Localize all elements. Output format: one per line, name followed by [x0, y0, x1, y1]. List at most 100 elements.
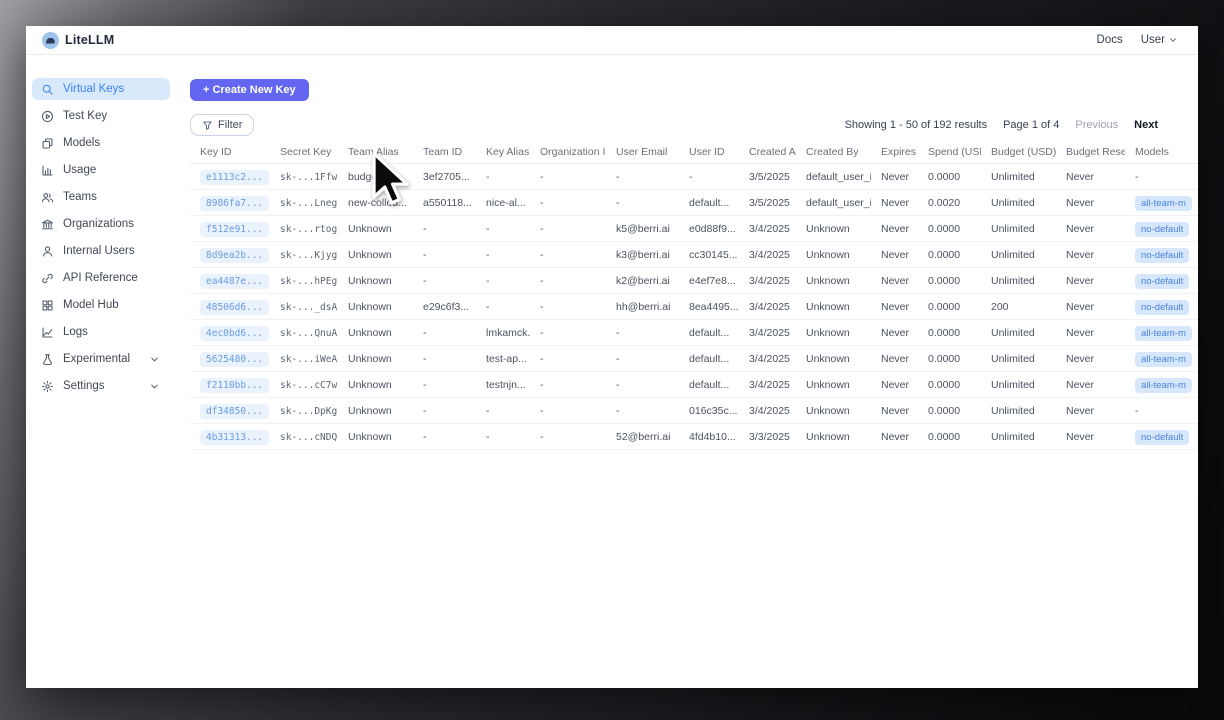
key-id-link[interactable]: e1113c2... — [200, 169, 270, 185]
cell-created_by: default_user_id — [806, 170, 871, 183]
cell-created_by: Unknown — [796, 449, 871, 453]
table-row: 48506d6... sk-..._dsA Unknown e29c6f3... - - h… — [190, 293, 1198, 320]
key-id-link[interactable]: 48506d6... — [200, 299, 270, 315]
cell-key_id: 4db0218... — [190, 449, 270, 453]
cell-key_alias: - — [476, 293, 530, 320]
column-header-organization-id: Organization ID — [530, 143, 606, 164]
column-header-key-id: Key ID — [190, 143, 270, 164]
cell-key_alias: - — [476, 423, 530, 450]
cell-budget: Unlimited — [981, 319, 1056, 346]
cell-models: no-default — [1125, 293, 1198, 320]
cell-user_email: k3@berri.ai — [606, 241, 679, 268]
create-new-key-button[interactable]: + Create New Key — [190, 79, 309, 101]
cell-expires: Never — [881, 170, 910, 183]
cell-user_id: default... — [679, 371, 739, 398]
sidebar-item-label: Internal Users — [63, 245, 135, 257]
cell-created_at: 3/5/2025 — [749, 170, 790, 183]
cell-team_id: - — [413, 267, 476, 294]
cell-secret_key: sk-...rtog — [270, 215, 338, 242]
cell-budget_reset: Never — [1066, 170, 1095, 183]
cell-key_id: 8d9ea2b... — [190, 241, 270, 268]
cell-models: all-team-m — [1125, 345, 1198, 372]
models-badge: all-team-m — [1135, 325, 1192, 341]
cell-user_email: 52@berri.ai — [606, 423, 679, 450]
cell-expires: Never — [871, 241, 918, 268]
sidebar-item-model-hub[interactable]: Model Hub — [32, 294, 170, 316]
cell-models: - — [1135, 170, 1139, 183]
user-menu[interactable]: User — [1141, 34, 1178, 46]
filter-button[interactable]: Filter — [190, 114, 255, 136]
column-header-secret-key: Secret Key — [270, 143, 338, 164]
key-id-link[interactable]: 8986fa7... — [200, 195, 270, 211]
virtual-keys-table: Key ID Secret Key Team Alias Team ID Key Ali… — [190, 143, 1198, 453]
key-id-link[interactable]: ea4487e... — [200, 273, 270, 289]
cell-created_by: Unknown — [796, 241, 871, 268]
cell-user_id: 4fd4b10... — [679, 423, 739, 450]
cell-secret_key: sk-...hPEg — [270, 267, 338, 294]
sidebar-item-usage[interactable]: Usage — [32, 159, 170, 181]
sidebar-item-internal-users[interactable]: Internal Users — [32, 240, 170, 262]
column-header-models: Models — [1125, 143, 1198, 164]
key-id-link[interactable]: df34850... — [200, 403, 270, 419]
cell-key_alias: - — [476, 241, 530, 268]
models-badge: no-default — [1135, 221, 1190, 237]
cell-budget: Unlimited — [981, 267, 1056, 294]
cell-models: no-default — [1125, 423, 1198, 450]
cell-spend: 0.0000 — [918, 345, 981, 372]
bank-icon — [41, 218, 54, 231]
sidebar-item-label: Model Hub — [63, 299, 119, 311]
cell-secret_key: sk-...DpKg — [270, 397, 338, 424]
sidebar-item-experimental[interactable]: Experimental — [32, 348, 170, 370]
key-id-link[interactable]: f2110bb... — [200, 377, 270, 393]
cell-user_id: 4a92239... — [679, 449, 739, 453]
cell-secret_key: sk-...Lneg — [270, 189, 338, 216]
cell-team_id: - — [413, 371, 476, 398]
cell-secret_key: sk-..._dsA — [270, 293, 338, 320]
cell-created_by: Unknown — [796, 397, 871, 424]
sidebar-item-virtual-keys[interactable]: Virtual Keys — [32, 78, 170, 100]
key-id-link[interactable]: 4b31313... — [200, 429, 270, 445]
next-page-button[interactable]: Next — [1134, 119, 1158, 131]
docs-link[interactable]: Docs — [1096, 34, 1123, 46]
chevron-down-icon — [1168, 35, 1178, 45]
column-header-user-email: User Email — [606, 143, 679, 164]
table-row: 8d9ea2b... sk-...Kjyg Unknown - - - k3@berri.a… — [190, 241, 1198, 268]
key-id-link[interactable]: 5625480... — [200, 351, 270, 367]
teams-icon — [41, 191, 54, 204]
cell-team_id: 3ef2705... — [423, 170, 470, 183]
cell-models: no-default — [1125, 215, 1198, 242]
sidebar-item-label: Logs — [63, 326, 88, 338]
main-panel: + Create New Key Filter Showing 1 - 50 o… — [190, 55, 1198, 688]
cell-user_id: 8ea4495... — [679, 293, 739, 320]
results-summary: Showing 1 - 50 of 192 results — [844, 119, 988, 131]
sidebar-item-models[interactable]: Models — [32, 132, 170, 154]
column-header-budget-reset: Budget Reset — [1056, 143, 1125, 164]
cell-team_alias: Unknown — [338, 397, 413, 424]
gear-icon — [41, 380, 54, 393]
key-id-link[interactable]: 4ec0bd6... — [200, 325, 270, 341]
filter-button-label: Filter — [218, 119, 243, 131]
sidebar-item-test-key[interactable]: Test Key — [32, 105, 170, 127]
sidebar-item-organizations[interactable]: Organizations — [32, 213, 170, 235]
cell-key_alias: - — [476, 397, 530, 424]
cell-budget_reset: Never — [1056, 293, 1125, 320]
key-id-link[interactable]: 8d9ea2b... — [200, 247, 270, 263]
cell-team_id: a550118... — [413, 189, 476, 216]
cell-budget_reset: Never — [1056, 345, 1125, 372]
key-id-link[interactable]: f512e91... — [200, 221, 270, 237]
cell-expires: Never — [871, 189, 918, 216]
previous-page-button[interactable]: Previous — [1075, 119, 1119, 131]
cell-org_id: - — [530, 241, 606, 268]
sidebar-item-logs[interactable]: Logs — [32, 321, 170, 343]
cell-team_id: - — [413, 345, 476, 372]
sidebar-item-teams[interactable]: Teams — [32, 186, 170, 208]
cell-budget_reset: Never — [1056, 371, 1125, 398]
cell-created_by: Unknown — [796, 423, 871, 450]
sidebar-item-settings[interactable]: Settings — [32, 375, 170, 397]
cell-user_email: k2@berri.ai — [606, 267, 679, 294]
cell-models: all-team-m — [1125, 319, 1198, 346]
cell-key_alias: - — [476, 449, 530, 453]
sidebar-item-label: Teams — [63, 191, 97, 203]
cell-team_id: e29c6f3... — [413, 293, 476, 320]
sidebar-item-api-reference[interactable]: API Reference — [32, 267, 170, 289]
